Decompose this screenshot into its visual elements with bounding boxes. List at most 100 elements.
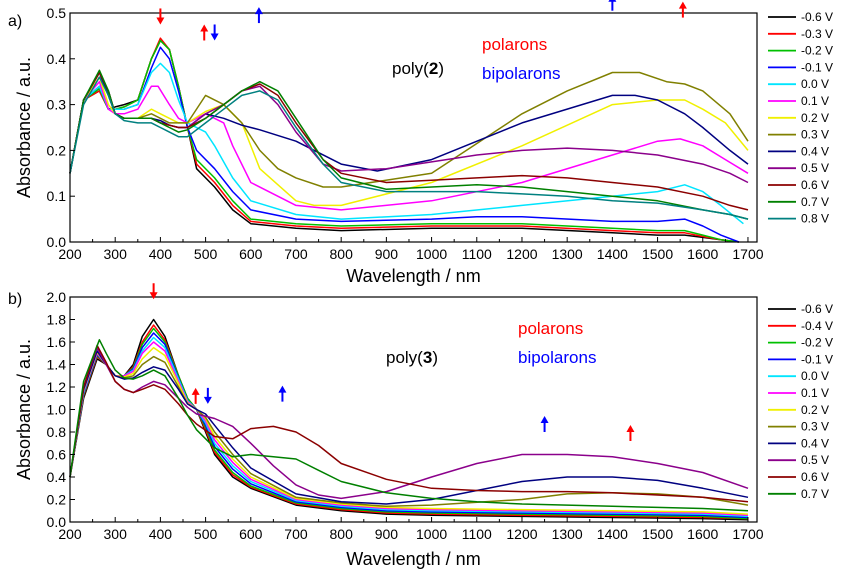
legend-label: -0.2 V [801,44,833,58]
y-tick-label: 0.5 [47,5,67,21]
x-tick-label: 500 [194,246,218,262]
legend-label: 0.1 V [801,386,829,400]
y-tick-label: 1.6 [47,334,67,350]
y-tick-label: 0.3 [47,97,67,113]
series-line-11 [69,339,749,512]
x-tick-label: 1500 [642,526,673,542]
plot-frame [69,12,758,243]
legend-label: -0.1 V [801,60,833,74]
arrow-head-1 [200,24,209,32]
legend-label: -0.6 V [801,10,833,24]
y-tick-label: 0.8 [47,424,67,440]
x-tick-label: 1300 [552,246,583,262]
y-tick-label: 1.2 [47,379,67,395]
y-tick-label: 0.4 [47,51,67,67]
x-tick-label: 600 [239,246,263,262]
x-tick-label: 900 [375,526,399,542]
x-tick-label: 700 [284,246,308,262]
legend: -0.6 V -0.3 V -0.2 V -0.1 V 0.0 V 0.1 V 0.2 V 0… [768,10,833,226]
polymer-label: poly(3) [386,348,438,367]
y-tick-label: 2.0 [47,289,67,305]
x-tick-label: 1700 [732,246,763,262]
x-tick-label: 600 [239,526,263,542]
x-axis-label: Wavelength / nm [346,549,480,569]
x-tick-label: 1400 [597,246,628,262]
legend-label: -0.4 V [801,319,833,333]
arrow-head-4 [540,416,549,423]
plot-frame [69,296,758,523]
series-line-0 [69,39,739,243]
series-line-7 [69,350,749,508]
y-axis-label: Absorbance / a.u. [14,57,34,198]
polymer-label: poly(2) [392,59,444,78]
legend-label: 0.7 V [801,195,829,209]
y-tick-label: 1.0 [47,402,67,418]
x-tick-label: 1500 [642,246,673,262]
arrow-head-2 [203,396,212,404]
legend-label: 0.5 V [801,161,829,175]
legend-label: 0.3 V [801,420,829,434]
x-tick-label: 900 [375,246,399,262]
panel-label: a) [8,13,22,30]
legend-label: 0.2 V [801,111,829,125]
legend-label: 0.4 V [801,436,829,450]
series-line-9 [69,71,749,184]
x-tick-label: 1300 [552,526,583,542]
legend-label: -0.6 V [801,302,833,316]
arrow-head-2 [210,33,219,41]
arrow-head-5 [678,1,687,9]
y-tick-label: 0.1 [47,188,67,204]
series-line-10 [69,344,749,503]
arrow-head-0 [156,17,165,25]
series-line-11 [69,69,749,220]
x-tick-label: 400 [149,246,173,262]
x-tick-label: 1200 [506,246,537,262]
x-tick-label: 800 [330,246,354,262]
y-tick-label: 0.0 [47,234,67,250]
x-tick-label: 800 [330,526,354,542]
legend-label: 0.6 V [801,470,829,484]
arrow-head-0 [149,292,158,300]
panel-a-chart: 200 300 400 500 600 700 800 900 1000 1100 1200 1300… [8,0,833,286]
y-axis-label: Absorbance / a.u. [14,339,34,480]
legend-label: 0.8 V [801,212,829,226]
legend-label: 0.4 V [801,144,829,158]
x-tick-label: 1400 [597,526,628,542]
x-tick-label: 400 [149,526,173,542]
arrow-head-4 [608,0,617,2]
series-line-8 [69,350,749,505]
legend-label: 0.3 V [801,128,829,142]
polarons-label: polarons [482,35,547,54]
polarons-label: polarons [518,319,583,338]
bipolarons-label: bipolarons [482,64,560,83]
series-line-12 [69,76,749,220]
x-tick-label: 500 [194,526,218,542]
legend-label: 0.0 V [801,77,829,91]
arrow-head-1 [191,387,200,395]
legend: -0.6 V -0.4 V -0.2 V -0.1 V 0.0 V 0.1 V 0.2 V 0… [768,302,833,501]
x-tick-label: 200 [58,526,82,542]
y-tick-label: 0.0 [47,514,67,530]
x-tick-label: 1200 [506,526,537,542]
x-tick-label: 1600 [687,526,718,542]
series-line-10 [69,71,749,211]
x-tick-label: 1000 [416,526,447,542]
x-axis-label: Wavelength / nm [346,266,480,286]
legend-label: -0.3 V [801,27,833,41]
x-tick-label: 700 [284,526,308,542]
y-tick-label: 1.8 [47,312,67,328]
legend-label: 0.1 V [801,94,829,108]
legend-label: 0.7 V [801,487,829,501]
x-tick-label: 200 [58,246,82,262]
panel-label: b) [8,291,22,308]
x-tick-label: 1100 [462,246,492,262]
y-tick-label: 0.2 [47,492,67,508]
y-tick-label: 0.6 [47,447,67,463]
arrow-head-3 [278,385,287,393]
bipolarons-label: bipolarons [518,348,596,367]
arrow-head-3 [254,7,263,15]
x-tick-label: 1700 [732,526,763,542]
series-line-7 [69,71,749,188]
panel-b-chart: 200 300 400 500 600 700 800 900 1000 1100 1200 1300… [8,283,833,569]
arrow-head-5 [626,425,635,432]
